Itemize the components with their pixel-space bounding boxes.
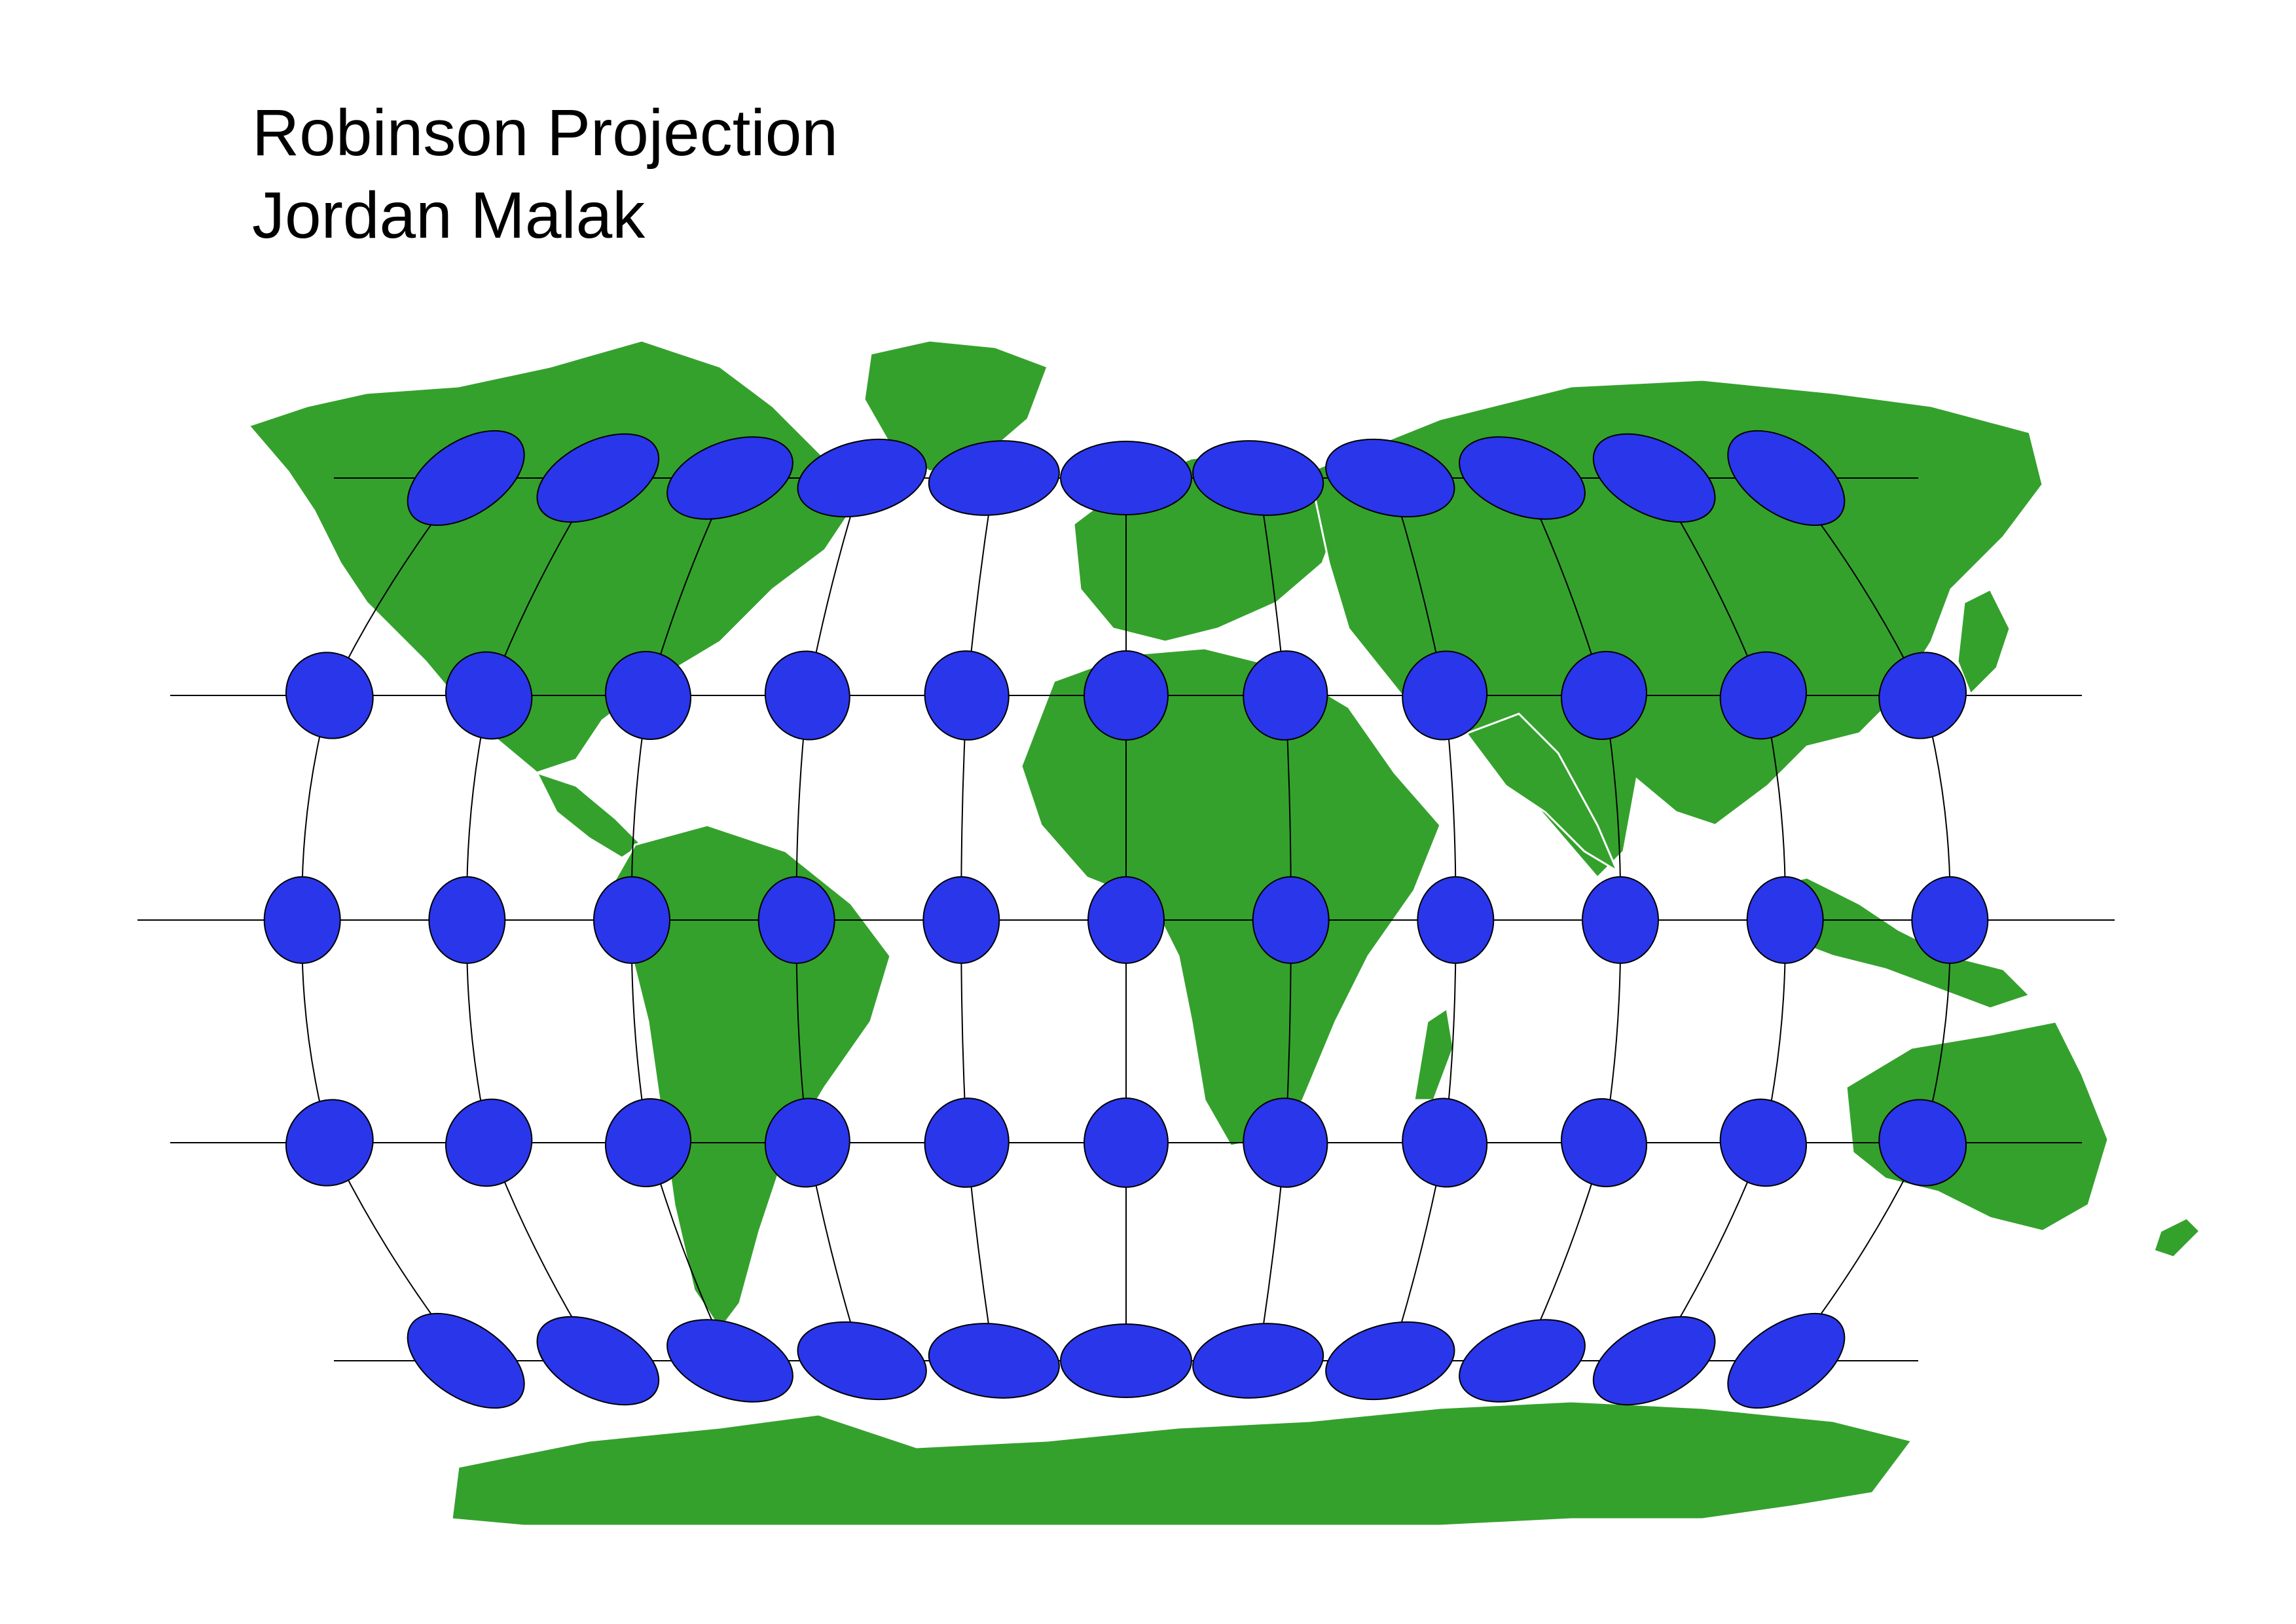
tissot-ellipse-lat60-lon150: [1727, 430, 1846, 526]
tissot-ellipse-lat60-lon0: [1060, 441, 1192, 515]
tissot-ellipse-lat0-lon-120: [428, 876, 506, 964]
antarctica: [450, 1400, 1914, 1527]
tissot-ellipse-lat0-lon0: [1087, 876, 1165, 964]
tissot-ellipse-lat60-lon-30: [928, 440, 1060, 516]
tissot-ellipse-lat60-lon-90: [666, 436, 793, 520]
tissot-ellipse-lat60-lon-150: [407, 430, 525, 526]
tissot-ellipse-lat0-lon150: [1911, 876, 1989, 964]
map-title: Robinson Projection: [252, 96, 838, 170]
title-block: Robinson Projection Jordan Malak: [252, 92, 838, 257]
tissot-ellipse-lat-30-lon-120: [445, 1098, 533, 1187]
tissot-ellipse-lat30-lon-90: [604, 650, 692, 741]
tissot-indicatrices: [263, 430, 1989, 1409]
tissot-ellipse-lat0-lon30: [1252, 876, 1330, 964]
tissot-ellipse-lat30-lon-150: [285, 652, 374, 739]
tissot-ellipse-lat30-lon30: [1243, 650, 1328, 741]
tissot-ellipse-lat-30-lon150: [1878, 1099, 1967, 1187]
tissot-ellipse-lat0-lon-30: [922, 876, 1000, 964]
tissot-ellipse-lat30-lon-60: [764, 650, 850, 741]
tissot-ellipse-lat60-lon120: [1592, 433, 1716, 523]
tissot-ellipse-lat30-lon0: [1084, 650, 1169, 741]
tissot-ellipse-lat-60-lon-60: [797, 1321, 927, 1401]
tissot-ellipse-lat-60-lon120: [1592, 1316, 1716, 1406]
tissot-ellipse-lat-30-lon30: [1243, 1098, 1328, 1188]
se-asia-islands: [1753, 876, 2032, 1010]
greenland: [863, 339, 1049, 473]
tissot-ellipse-lat60-lon-120: [536, 433, 660, 523]
north-america: [247, 339, 852, 774]
tissot-ellipse-lat-30-lon-30: [924, 1098, 1010, 1188]
india-arabia: [1465, 712, 1620, 874]
tissot-ellipse-lat-60-lon150: [1727, 1312, 1846, 1409]
tissot-ellipse-lat-30-lon60: [1402, 1098, 1488, 1188]
tissot-ellipse-lat30-lon-120: [445, 651, 533, 740]
africa: [1020, 647, 1442, 1147]
tissot-ellipse-lat-30-lon120: [1719, 1098, 1808, 1187]
tissot-ellipse-lat30-lon60: [1402, 650, 1488, 741]
tissot-ellipse-lat30-lon150: [1878, 652, 1967, 739]
tissot-ellipse-lat0-lon120: [1746, 876, 1824, 964]
tissot-ellipse-lat30-lon-30: [924, 650, 1010, 741]
tissot-ellipse-lat-60-lon-120: [536, 1316, 660, 1406]
central-america: [535, 771, 644, 859]
tissot-ellipse-lat30-lon90: [1560, 650, 1648, 741]
new-zealand: [2153, 1217, 2202, 1259]
tissot-ellipse-lat-60-lon-90: [666, 1319, 793, 1403]
tissot-ellipse-lat-60-lon0: [1060, 1323, 1192, 1398]
tissot-ellipse-lat-60-lon-150: [407, 1312, 525, 1409]
tissot-ellipse-lat0-lon-90: [593, 876, 670, 964]
tissot-ellipse-lat0-lon90: [1582, 876, 1659, 964]
map-author: Jordan Malak: [252, 179, 646, 252]
tissot-ellipse-lat-60-lon60: [1325, 1321, 1455, 1401]
tissot-ellipse-lat60-lon90: [1459, 436, 1586, 520]
tissot-ellipse-lat-60-lon90: [1459, 1319, 1586, 1403]
tissot-ellipse-lat-60-lon30: [1192, 1323, 1324, 1399]
tissot-ellipse-lat0-lon-150: [263, 876, 341, 964]
tissot-ellipse-lat-30-lon90: [1560, 1098, 1648, 1188]
tissot-ellipse-lat-30-lon0: [1084, 1098, 1169, 1188]
tissot-ellipse-lat60-lon60: [1325, 438, 1455, 518]
tissot-ellipse-lat-30-lon-90: [604, 1098, 692, 1188]
tissot-ellipse-lat-60-lon-30: [928, 1323, 1060, 1399]
tissot-ellipse-lat30-lon120: [1719, 651, 1808, 740]
tissot-ellipse-lat60-lon30: [1192, 440, 1324, 516]
japan: [1956, 587, 2011, 696]
tissot-ellipse-lat60-lon-60: [797, 438, 927, 518]
tissot-ellipse-lat0-lon60: [1417, 876, 1495, 964]
tissot-ellipse-lat-30-lon-60: [764, 1098, 850, 1188]
tissot-ellipse-lat0-lon-60: [757, 876, 835, 964]
tissot-ellipse-lat-30-lon-150: [285, 1099, 374, 1187]
madagascar: [1413, 1006, 1455, 1101]
